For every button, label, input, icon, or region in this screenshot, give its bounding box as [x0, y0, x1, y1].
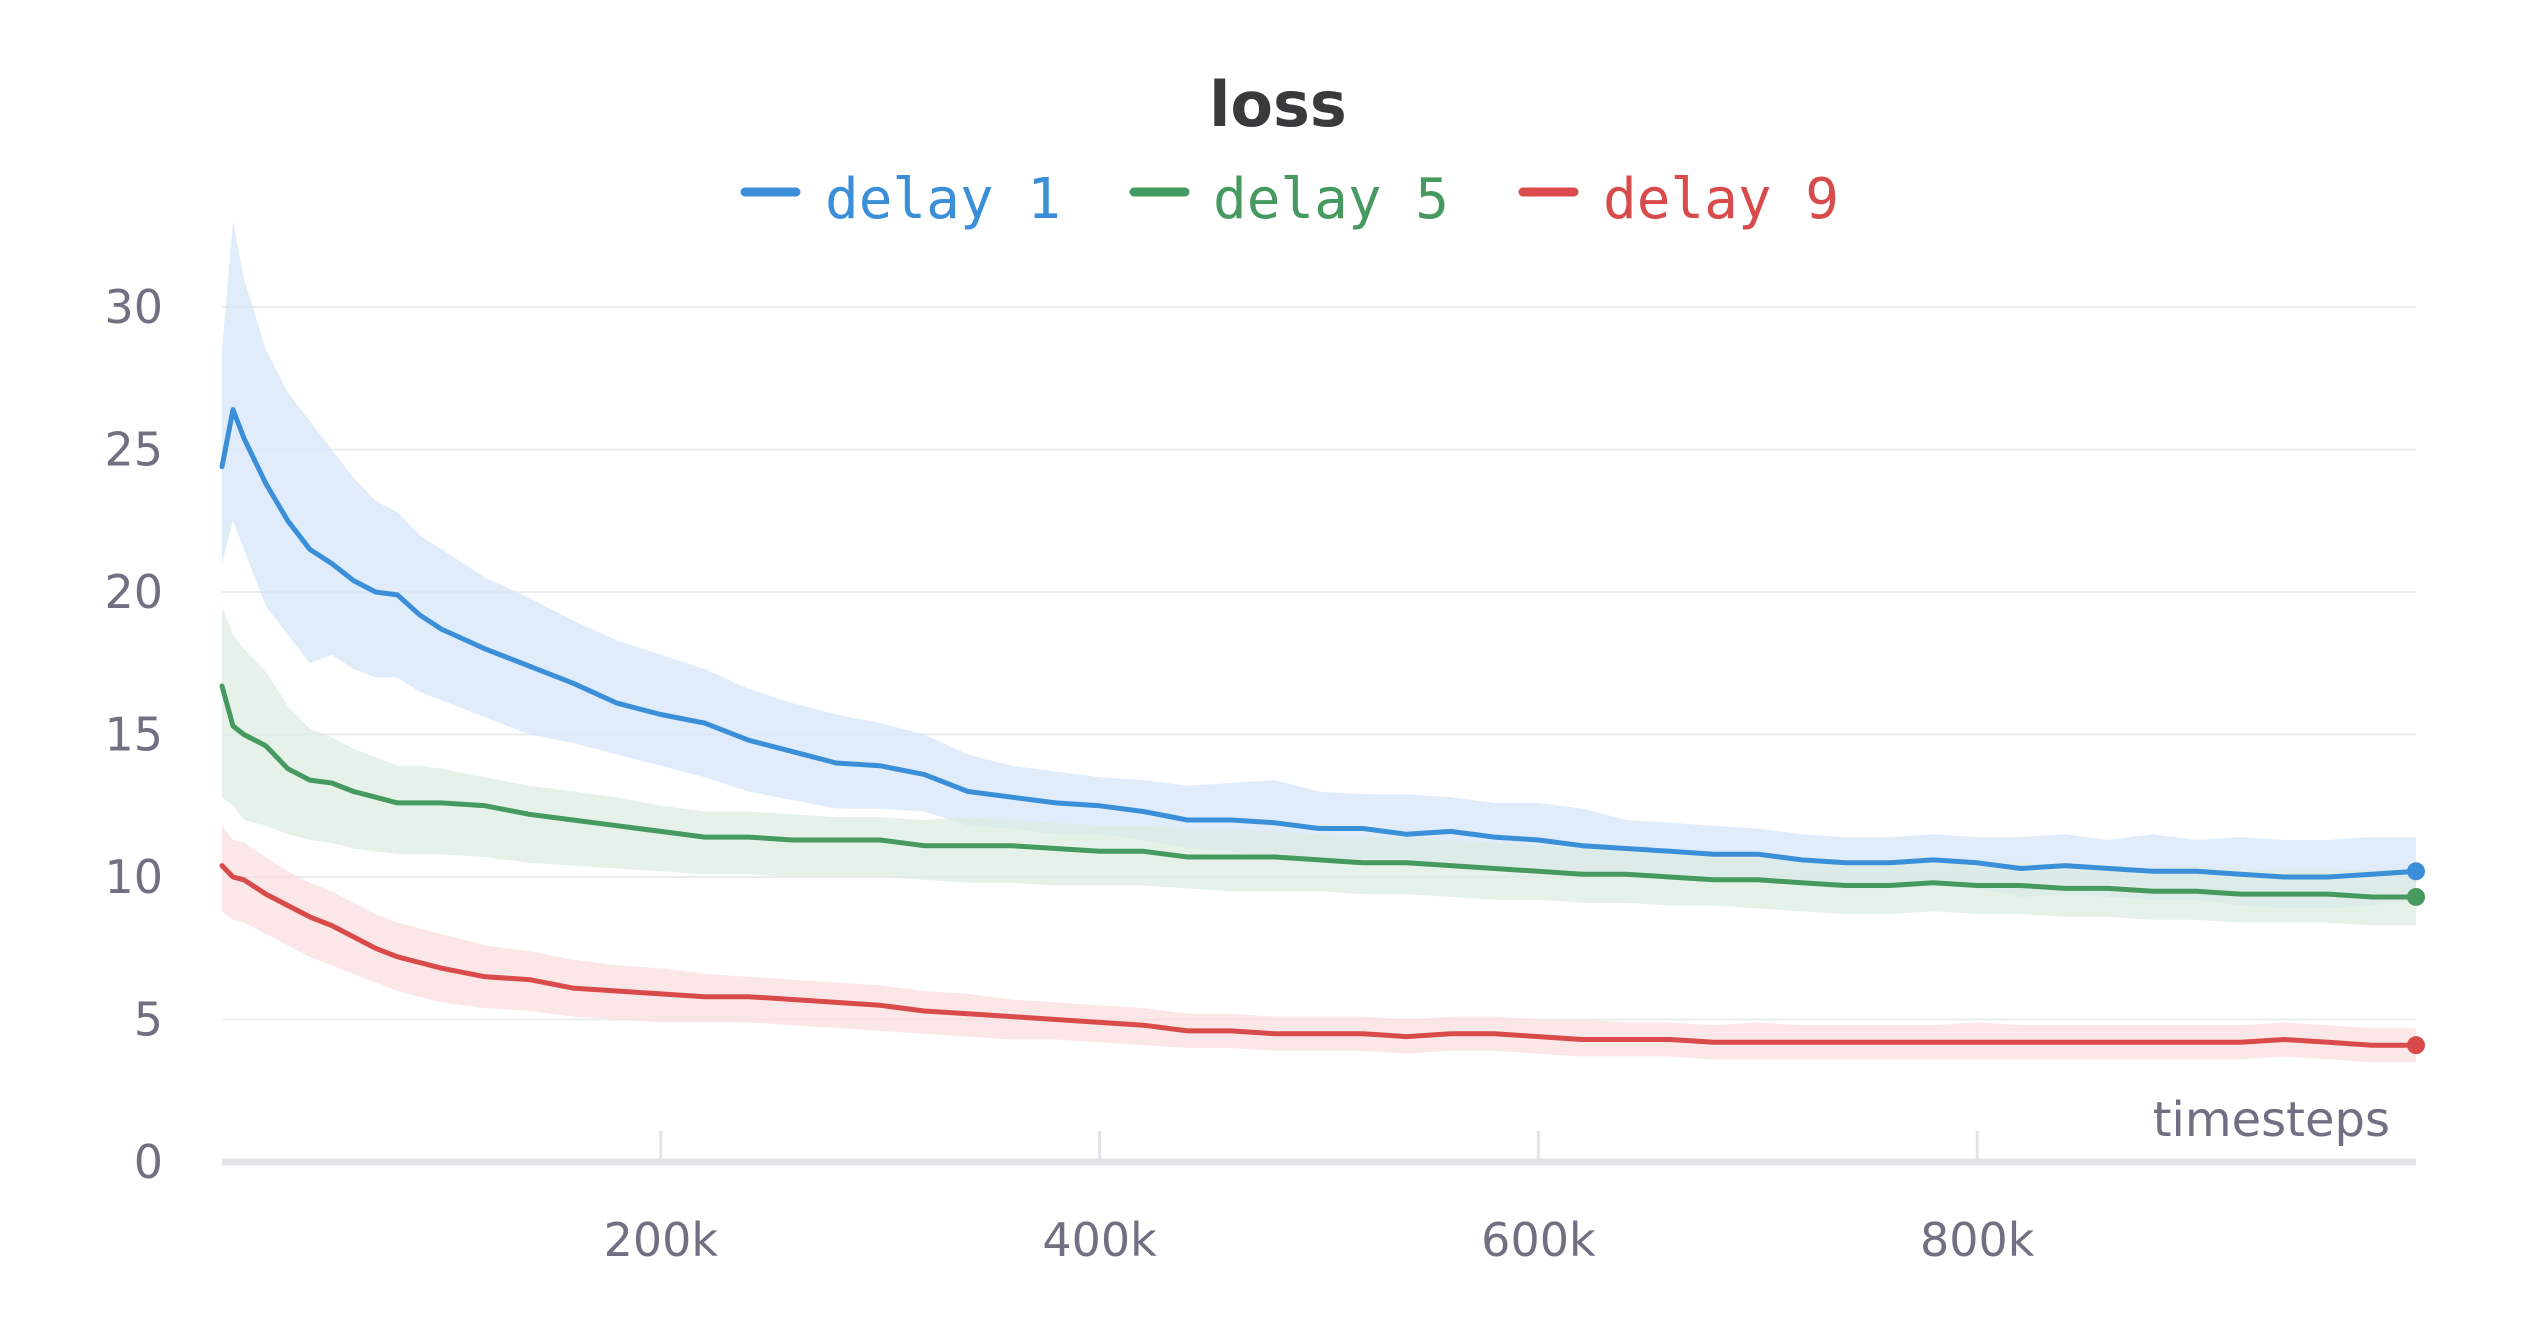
y-tick-label: 30: [104, 280, 163, 334]
y-tick-label: 20: [104, 565, 163, 619]
x-axis-label: timesteps: [2153, 1092, 2390, 1148]
x-axis-ticks: 200k 400k 600k 800k: [604, 1131, 2035, 1267]
legend-label-delay-9: delay 9: [1603, 167, 1839, 232]
end-point-delay-9[interactable]: [2407, 1036, 2425, 1055]
legend-item-delay-9[interactable]: delay 9: [1518, 167, 1839, 232]
legend-label-delay-5: delay 5: [1213, 167, 1449, 232]
y-tick-label: 10: [104, 850, 163, 904]
legend-item-delay-5[interactable]: delay 5: [1129, 167, 1449, 232]
x-tick-label: 800k: [1920, 1213, 2035, 1267]
end-point-delay-5[interactable]: [2407, 887, 2425, 906]
line-delay-9[interactable]: [219, 863, 2419, 1048]
x-tick-label: 400k: [1042, 1213, 1157, 1267]
legend-label-delay-1: delay 1: [825, 167, 1061, 232]
series-end-points: [2407, 862, 2425, 1055]
end-point-delay-1[interactable]: [2407, 862, 2425, 881]
y-tick-label: 5: [134, 993, 163, 1047]
band-delay-5: [222, 606, 2416, 926]
chart-title: loss: [1209, 68, 1347, 141]
x-tick-label: 200k: [604, 1213, 719, 1267]
line-delay-5[interactable]: [219, 683, 2419, 900]
y-tick-label: 15: [104, 708, 163, 762]
legend: delay 1 delay 5 delay 9: [740, 167, 1839, 232]
line-delay-1[interactable]: [219, 407, 2419, 880]
x-tick-label: 600k: [1481, 1213, 1596, 1267]
y-axis-ticks: 0 5 10 15 20 25 30: [104, 280, 163, 1189]
band-delay-1: [222, 221, 2416, 909]
y-tick-label: 25: [104, 423, 163, 477]
band-delay-9: [222, 825, 2416, 1063]
legend-item-delay-1[interactable]: delay 1: [740, 167, 1061, 232]
confidence-bands: [222, 221, 2416, 1063]
series-lines: [219, 407, 2419, 1048]
y-tick-label: 0: [134, 1135, 163, 1189]
